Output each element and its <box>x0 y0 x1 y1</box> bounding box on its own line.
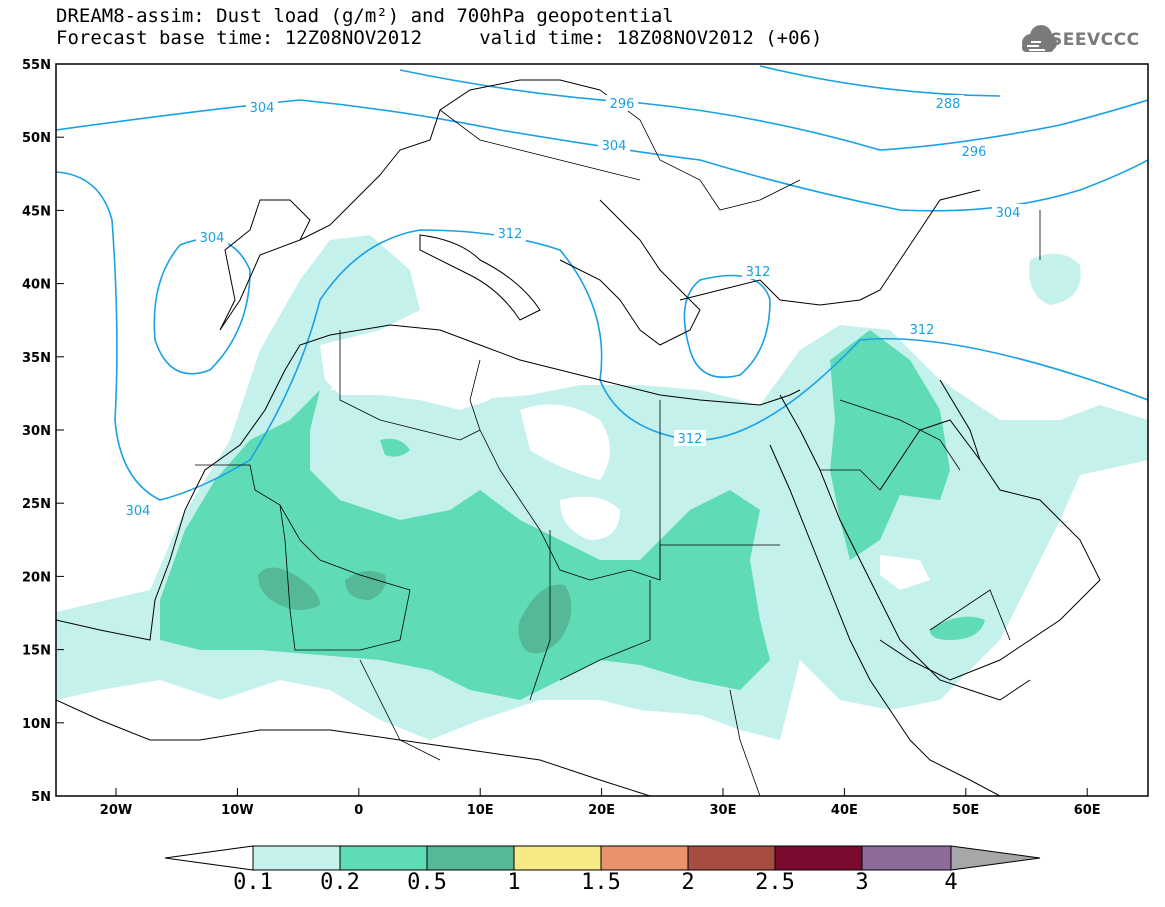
lat-label: 15N <box>22 644 51 659</box>
lat-label: 30N <box>22 424 51 439</box>
contour-label-bg <box>246 99 278 115</box>
contour-label-bg <box>932 95 964 111</box>
map-title: DREAM8-assim: Dust load (g/m²) and 700hP… <box>56 5 674 27</box>
colorbar-label: 3 <box>855 870 869 895</box>
lon-label: 60E <box>1074 803 1101 818</box>
contour-label: 304 <box>250 101 275 116</box>
lat-label: 55N <box>22 58 51 73</box>
lon-label: 10W <box>221 803 253 818</box>
lat-label: 50N <box>22 131 51 146</box>
colorbar-bin <box>774 845 863 871</box>
lon-label: 0 <box>354 803 363 818</box>
contour-label-bg <box>122 502 154 518</box>
lon-label: 10E <box>467 803 494 818</box>
contour-label: 312 <box>498 227 523 242</box>
colorbar-label: 2 <box>681 870 695 895</box>
contour-label: 296 <box>962 145 987 160</box>
colorbar-label: 4 <box>944 870 958 895</box>
colorbar-bin <box>339 845 428 871</box>
lon-label: 50E <box>952 803 979 818</box>
lat-label: 5N <box>31 790 51 805</box>
colorbar <box>164 845 1041 871</box>
contour-label-bg <box>598 137 630 153</box>
lat-label: 45N <box>22 204 51 219</box>
colorbar-bin <box>252 845 341 871</box>
contour-label-bg <box>906 321 938 337</box>
coastlines <box>56 79 1101 796</box>
colorbar-bin <box>861 845 952 871</box>
contour-labels: 304 296 288 304 296 304 304 312 304 312 312 312 <box>122 95 1024 519</box>
contour-label: 304 <box>602 139 627 154</box>
colorbar-bin <box>513 845 602 871</box>
colorbar-label: 0.1 <box>233 870 273 895</box>
forecast-times: Forecast base time: 12Z08NOV2012 valid t… <box>56 27 823 49</box>
colorbar-label: 0.5 <box>407 870 447 895</box>
country-borders <box>195 89 1041 796</box>
colorbar-label: 1 <box>507 870 521 895</box>
contour-label: 312 <box>910 323 935 338</box>
contour-label: 312 <box>678 432 703 447</box>
colorbar-label: 2.5 <box>755 870 795 895</box>
contour-label: 296 <box>610 97 635 112</box>
lon-label: 30E <box>710 803 737 818</box>
contour-label-bg <box>196 229 228 245</box>
colorbar-bin <box>600 845 689 871</box>
dust-shade-high <box>258 567 572 654</box>
lon-label: 40E <box>831 803 858 818</box>
cloud-icon <box>1022 25 1057 52</box>
lon-label: 20E <box>588 803 615 818</box>
colorbar-label: 1.5 <box>581 870 621 895</box>
contour-label-bg <box>674 430 706 446</box>
contour-label-bg <box>958 143 990 159</box>
logo-text: SEEVCCC <box>1050 30 1140 50</box>
contour-label-bg <box>742 263 774 279</box>
contour-label: 312 <box>746 265 771 280</box>
colorbar-bin <box>687 845 776 871</box>
contour-label: 304 <box>996 206 1021 221</box>
contour-label: 288 <box>936 97 961 112</box>
lat-label: 35N <box>22 351 51 366</box>
contour-label: 304 <box>126 504 151 519</box>
lat-label: 20N <box>22 570 51 585</box>
colorbar-bin <box>426 845 515 871</box>
contour-label-bg <box>606 95 638 111</box>
geopotential-contours <box>56 65 1148 501</box>
lon-label: 20W <box>100 803 132 818</box>
colorbar-over-arrow <box>950 845 1041 871</box>
lat-label: 10N <box>22 717 51 732</box>
dust-shade-mid <box>160 330 985 700</box>
lat-label: 25N <box>22 497 51 512</box>
contour-label: 304 <box>200 231 225 246</box>
colorbar-under-arrow <box>164 845 254 871</box>
lat-label: 40N <box>22 278 51 293</box>
contour-label-bg <box>992 204 1024 220</box>
colorbar-label: 0.2 <box>320 870 360 895</box>
contour-label-bg <box>494 225 526 241</box>
